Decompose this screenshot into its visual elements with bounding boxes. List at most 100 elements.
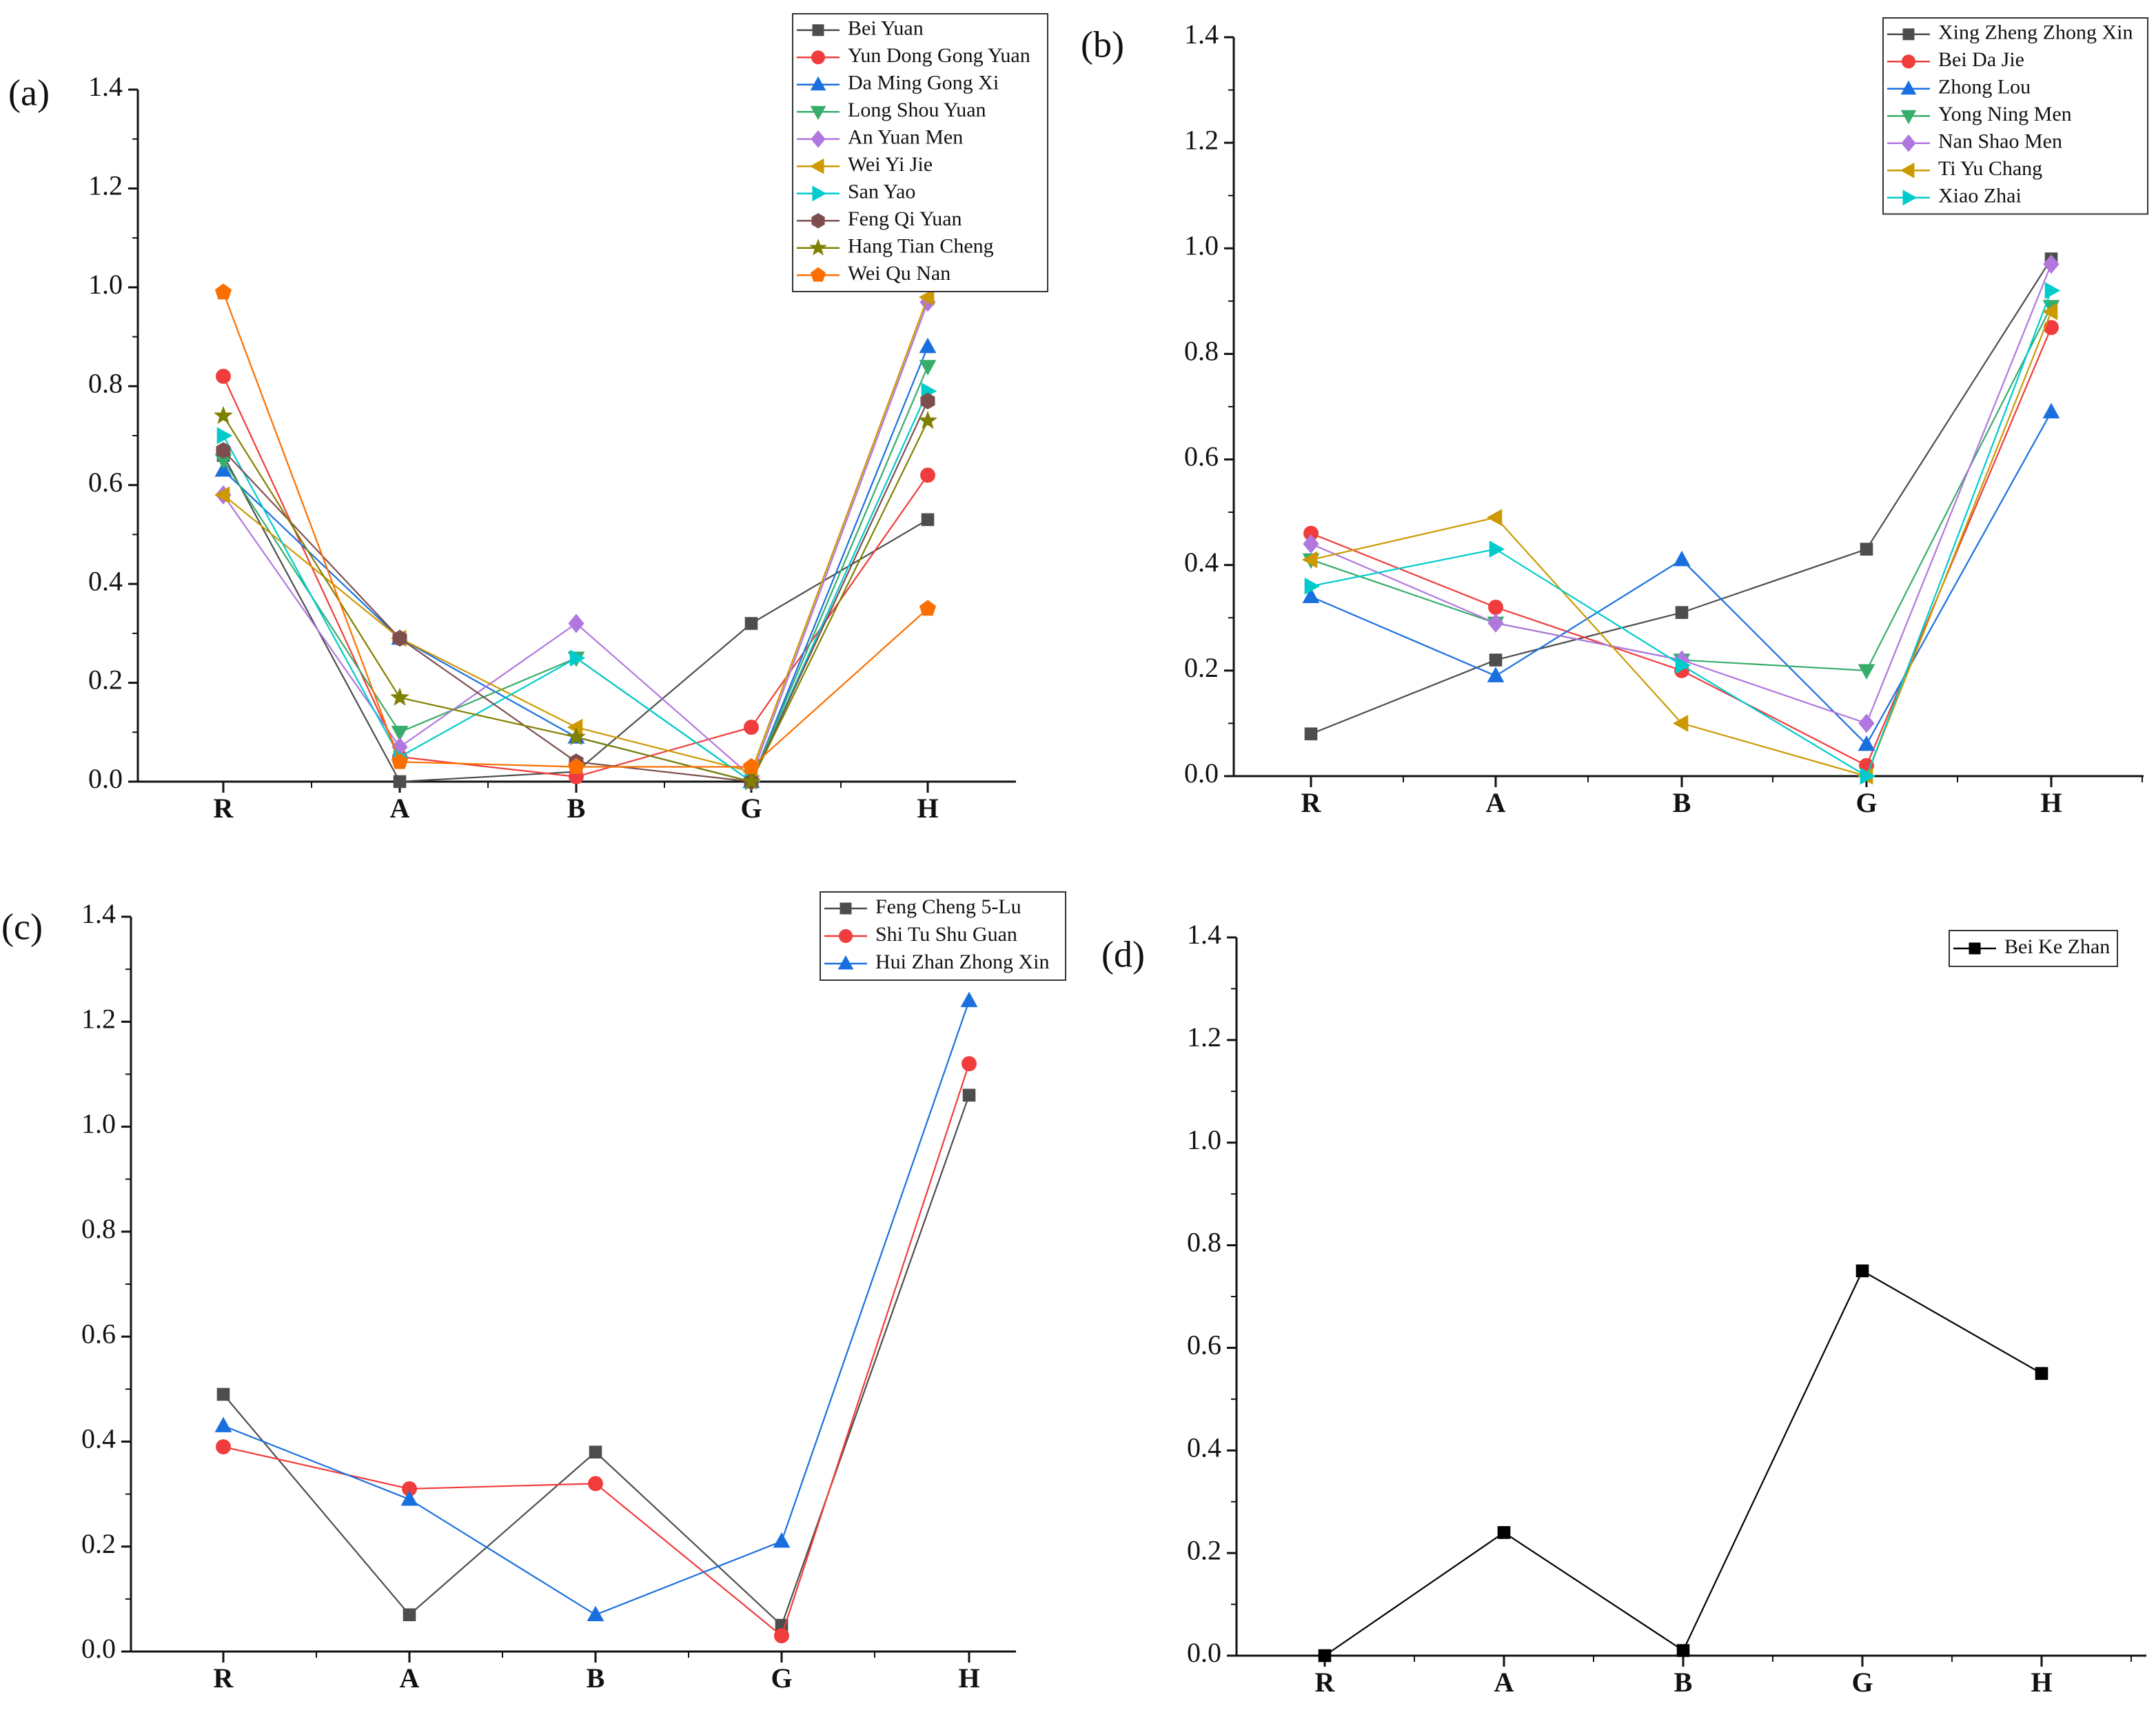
data-point [1860, 767, 1876, 785]
legend-label: Bei Yuan [848, 17, 924, 40]
y-tick-label: 0.2 [81, 1528, 116, 1559]
y-tick-label: 0.8 [88, 367, 123, 398]
series-line [223, 346, 929, 783]
y-tick-label: 0.4 [1187, 1432, 1221, 1463]
legend-label: Wei Qu Nan [848, 262, 950, 285]
panel-label: (a) [8, 72, 50, 113]
legend-item: Bei Da Jie [1887, 48, 2024, 71]
data-point [920, 467, 935, 483]
data-point [587, 1605, 604, 1621]
legend-label: Feng Qi Yuan [848, 207, 962, 230]
data-point [742, 771, 761, 790]
data-point [921, 513, 935, 527]
y-tick-label: 0.2 [1184, 652, 1219, 683]
data-point [1302, 587, 1320, 603]
data-point [214, 405, 233, 425]
series-line [223, 1063, 970, 1638]
data-point [1675, 656, 1691, 674]
data-point [568, 613, 584, 633]
legend-label: Nan Shao Men [1938, 130, 2062, 153]
series-line [1310, 327, 2053, 767]
y-tick-label: 1.4 [1184, 19, 1219, 50]
data-point [569, 649, 586, 667]
legend-item: Yong Ning Men [1887, 103, 2072, 125]
series-line [223, 376, 928, 778]
y-tick-label: 1.0 [88, 269, 123, 300]
data-point [588, 1476, 603, 1492]
data-point [2044, 282, 2061, 299]
data-point [2044, 320, 2059, 336]
panel-label: (b) [1081, 23, 1124, 65]
x-tick-label: G [1851, 1667, 1873, 1698]
y-tick-label: 1.2 [81, 1003, 116, 1034]
data-point [393, 775, 407, 789]
legend-item: Bei Yuan [797, 17, 924, 40]
data-point [216, 368, 231, 384]
y-tick-label: 0.2 [88, 664, 123, 695]
data-point [214, 486, 230, 504]
legend-label: Zhong Lou [1938, 76, 2031, 99]
legend-label: Hui Zhan Zhong Xin [875, 951, 1049, 973]
x-tick-label: H [917, 793, 938, 824]
legend-label: Hang Tian Cheng [848, 235, 994, 258]
legend-marker [811, 130, 826, 148]
series-line [223, 1095, 970, 1627]
series-da-ming-gong-xi [214, 337, 937, 789]
data-point [920, 392, 935, 409]
x-tick-label: R [1315, 1667, 1336, 1698]
data-point [390, 687, 409, 706]
data-point [1860, 542, 1873, 556]
data-point [216, 1439, 231, 1454]
series-xiao-zhai [1304, 282, 2061, 785]
series-an-yuan-men [215, 292, 936, 786]
data-point [742, 758, 760, 774]
y-tick-label: 1.2 [1184, 124, 1219, 155]
data-point [1487, 613, 1504, 633]
data-point [403, 1608, 416, 1621]
data-point [1676, 1644, 1690, 1657]
legend-label: San Yao [848, 181, 915, 203]
data-point [392, 629, 407, 647]
legend-item: Wei Yi Jie [797, 153, 933, 176]
data-point [1673, 550, 1691, 567]
x-tick-label: A [1494, 1667, 1514, 1698]
y-tick-label: 0.6 [81, 1318, 116, 1349]
legend-item: Bei Ke Zhan [1953, 935, 2110, 958]
panel-label: (d) [1101, 933, 1145, 975]
series-wei-qu-nan [214, 283, 937, 774]
series-hang-tian-cheng [214, 405, 937, 790]
legend-item: Zhong Lou [1887, 76, 2031, 99]
y-tick-label: 0.2 [1187, 1534, 1221, 1565]
legend-marker [811, 213, 825, 229]
legend: Xing Zheng Zhong Xin Bei Da Jie Zhong Lou Y… [1882, 17, 2148, 215]
data-point [589, 1445, 602, 1459]
y-tick-label: 0.0 [88, 763, 123, 794]
legend-box [792, 13, 1048, 292]
legend-label: Feng Cheng 5-Lu [875, 895, 1021, 918]
y-tick-label: 0.6 [1184, 441, 1219, 472]
data-point [1672, 715, 1689, 732]
data-point [1675, 606, 1689, 619]
data-point [1486, 509, 1503, 527]
data-point [1858, 664, 1875, 680]
y-tick-label: 0.0 [1187, 1637, 1221, 1668]
legend-label: Wei Yi Jie [848, 153, 933, 176]
legend-item: Shi Tu Shu Guan [824, 923, 1017, 946]
legend-label: Shi Tu Shu Guan [875, 923, 1017, 946]
x-tick-label: G [740, 793, 762, 824]
legend-label: Da Ming Gong Xi [848, 72, 999, 94]
legend-item: Hui Zhan Zhong Xin [824, 951, 1049, 973]
series-bei-da-jie [1303, 320, 2059, 773]
x-tick-label: A [390, 793, 410, 824]
x-tick-label: R [214, 1663, 234, 1694]
y-tick-label: 1.4 [1187, 919, 1221, 950]
data-point [744, 617, 758, 630]
legend-marker [1901, 134, 1916, 152]
data-point [2042, 403, 2060, 418]
y-tick-label: 1.0 [81, 1108, 116, 1139]
data-point [962, 1088, 976, 1102]
series-shi-tu-shu-guan [216, 1056, 977, 1644]
legend-label: Long Shou Yuan [848, 99, 986, 121]
y-tick-label: 1.4 [88, 71, 123, 102]
chart-panel-d: (d) 0.0 0.2 0.4 0.6 0.8 1.0 1.2 1.4 R A B G H Bei Ke Z… [1101, 919, 2146, 1698]
